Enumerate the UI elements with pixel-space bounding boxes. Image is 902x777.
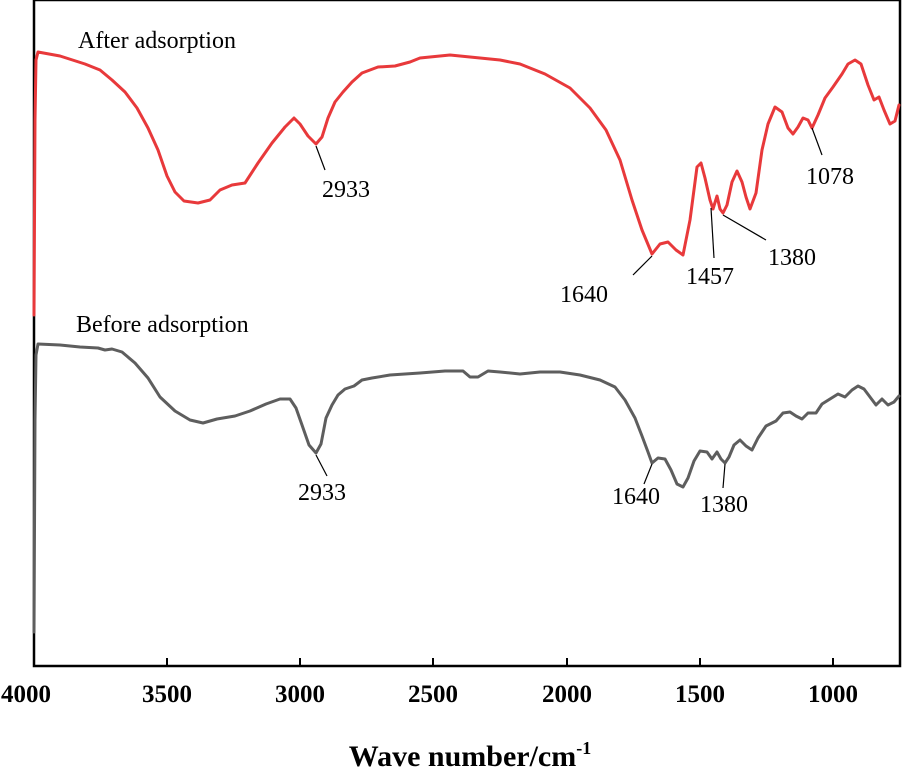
peak-leader-after-1380 bbox=[722, 214, 767, 241]
peak-label-after-1457: 1457 bbox=[686, 264, 734, 290]
peak-annotations-after: 2933 1640 1457 1380 1078 bbox=[315, 127, 854, 308]
peak-leader-after-1457 bbox=[710, 207, 715, 259]
series-label-before-adsorption: Before adsorption bbox=[76, 312, 249, 338]
peak-leader-after-1640 bbox=[632, 255, 653, 276]
peak-leader-after-1078 bbox=[811, 127, 823, 156]
peak-label-after-1640: 1640 bbox=[560, 282, 608, 308]
peak-label-before-1640: 1640 bbox=[612, 484, 660, 510]
series-label-after-adsorption: After adsorption bbox=[78, 28, 236, 54]
peak-leader-after-2933 bbox=[315, 145, 326, 171]
peak-leader-before-1380 bbox=[722, 463, 726, 489]
series-line-after-adsorption bbox=[32, 50, 901, 317]
x-tick-label-2500: 2500 bbox=[408, 681, 458, 708]
peak-annotations-before: 2933 1640 1380 bbox=[298, 454, 748, 518]
peak-leader-before-1640 bbox=[643, 463, 653, 485]
x-axis-title: Wave number/cm-1 bbox=[349, 738, 591, 773]
x-axis-title-text: Wave number/cm bbox=[349, 740, 576, 773]
x-tick-label-4000: 4000 bbox=[1, 681, 51, 708]
peak-leader-before-2933 bbox=[315, 454, 328, 477]
x-tick-label-1000: 1000 bbox=[808, 681, 858, 708]
x-tick-label-1500: 1500 bbox=[675, 681, 725, 708]
x-axis-title-superscript: -1 bbox=[576, 738, 591, 758]
peak-label-before-2933: 2933 bbox=[298, 480, 346, 506]
peak-label-after-1078: 1078 bbox=[806, 164, 854, 190]
peak-label-after-1380: 1380 bbox=[768, 245, 816, 271]
x-axis: 4000 3500 3000 2500 2000 1500 1000 bbox=[1, 658, 858, 708]
plot-frame bbox=[32, 0, 902, 668]
peak-label-after-2933: 2933 bbox=[322, 177, 370, 203]
x-tick-label-3500: 3500 bbox=[142, 681, 192, 708]
x-tick-label-2000: 2000 bbox=[542, 681, 592, 708]
peak-label-before-1380: 1380 bbox=[700, 492, 748, 518]
x-tick-label-3000: 3000 bbox=[275, 681, 325, 708]
series-line-before-adsorption bbox=[32, 342, 901, 634]
